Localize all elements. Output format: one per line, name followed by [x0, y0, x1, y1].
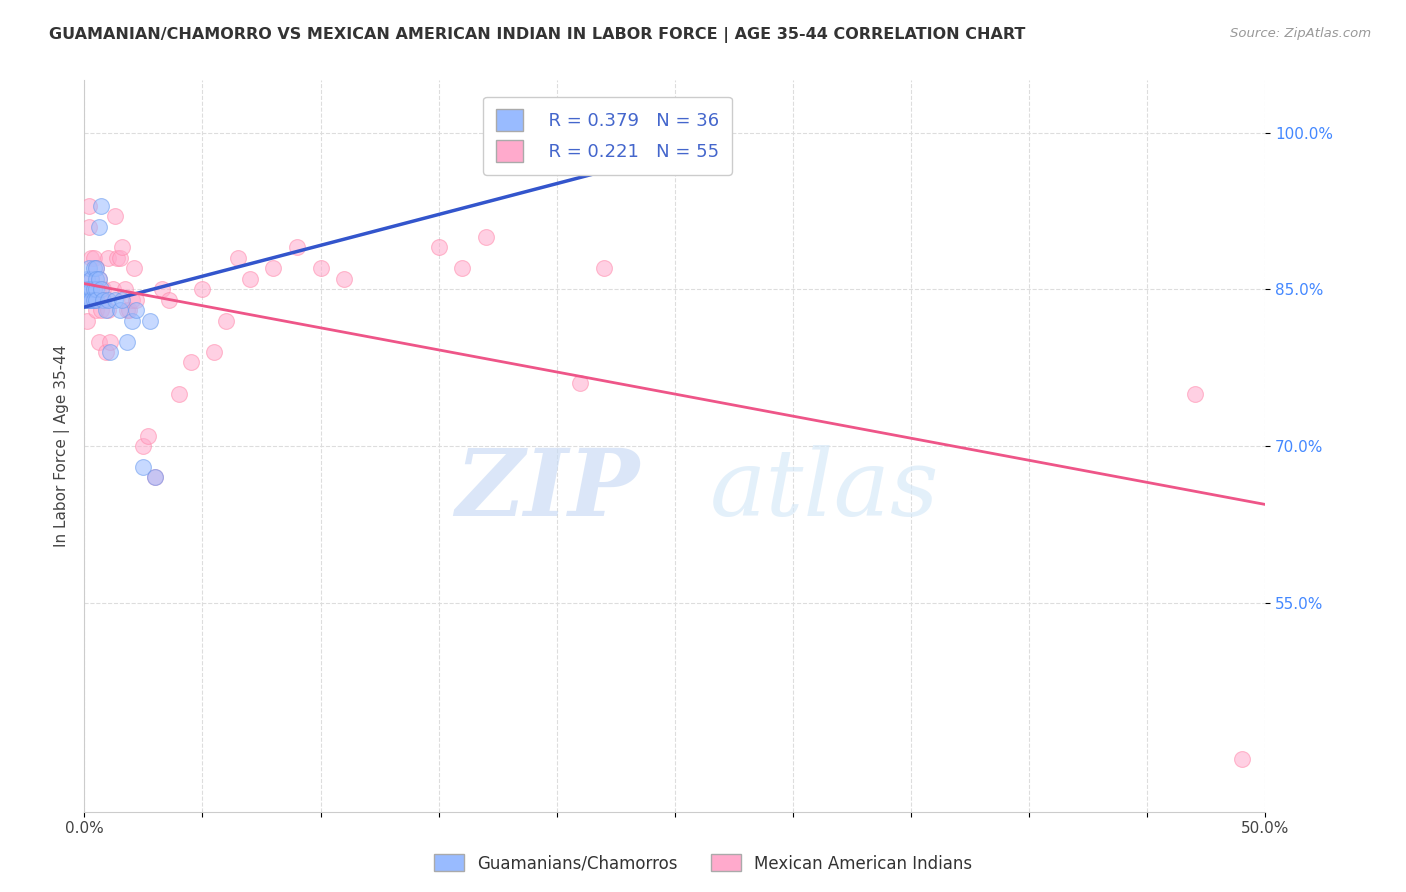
- Text: Source: ZipAtlas.com: Source: ZipAtlas.com: [1230, 27, 1371, 40]
- Point: [191, 282, 214, 296]
- Point: [76, 282, 98, 296]
- Point: [91, 293, 114, 307]
- Point: [97, 293, 120, 307]
- Point: [118, 303, 141, 318]
- Point: [84, 293, 107, 307]
- Point: [111, 240, 134, 254]
- Point: [239, 272, 262, 286]
- Point: [202, 345, 225, 359]
- Y-axis label: In Labor Force | Age 35-44: In Labor Force | Age 35-44: [55, 345, 70, 547]
- Point: [593, 261, 616, 276]
- Point: [76, 293, 98, 307]
- Point: [475, 230, 498, 244]
- Point: [84, 261, 107, 276]
- Point: [87, 219, 110, 234]
- Point: [76, 272, 98, 286]
- Point: [114, 282, 136, 296]
- Point: [111, 293, 134, 307]
- Point: [628, 136, 651, 150]
- Point: [569, 376, 592, 391]
- Point: [115, 334, 138, 349]
- Point: [125, 293, 148, 307]
- Point: [90, 293, 112, 307]
- Point: [91, 293, 114, 307]
- Point: [180, 355, 202, 369]
- Point: [83, 282, 105, 296]
- Point: [80, 282, 103, 296]
- Point: [451, 261, 474, 276]
- Point: [76, 293, 98, 307]
- Text: atlas: atlas: [710, 445, 939, 535]
- Point: [139, 313, 162, 327]
- Point: [427, 240, 450, 254]
- Point: [593, 157, 616, 171]
- Point: [83, 251, 105, 265]
- Point: [226, 251, 249, 265]
- Text: GUAMANIAN/CHAMORRO VS MEXICAN AMERICAN INDIAN IN LABOR FORCE | AGE 35-44 CORRELA: GUAMANIAN/CHAMORRO VS MEXICAN AMERICAN I…: [49, 27, 1025, 43]
- Point: [94, 345, 117, 359]
- Point: [136, 428, 159, 442]
- Point: [115, 303, 138, 318]
- Point: [83, 261, 105, 276]
- Point: [132, 459, 155, 474]
- Point: [104, 209, 127, 223]
- Point: [285, 240, 308, 254]
- Point: [150, 282, 173, 296]
- Point: [262, 261, 284, 276]
- Point: [90, 199, 112, 213]
- Point: [97, 303, 120, 318]
- Point: [91, 282, 114, 296]
- Point: [143, 470, 166, 484]
- Point: [84, 272, 107, 286]
- Point: [108, 303, 131, 318]
- Point: [84, 293, 107, 307]
- Legend: Guamanians/Chamorros, Mexican American Indians: Guamanians/Chamorros, Mexican American I…: [427, 847, 979, 880]
- Point: [1184, 386, 1206, 401]
- Point: [125, 303, 148, 318]
- Point: [90, 282, 112, 296]
- Point: [1230, 752, 1253, 766]
- Point: [215, 313, 238, 327]
- Point: [77, 282, 100, 296]
- Point: [132, 439, 155, 453]
- Point: [77, 199, 100, 213]
- Point: [167, 386, 190, 401]
- Point: [77, 261, 100, 276]
- Point: [83, 282, 105, 296]
- Point: [122, 261, 145, 276]
- Point: [104, 293, 127, 307]
- Point: [107, 251, 129, 265]
- Point: [121, 293, 143, 307]
- Point: [664, 126, 686, 140]
- Point: [108, 251, 131, 265]
- Point: [309, 261, 332, 276]
- Point: [143, 470, 166, 484]
- Point: [90, 303, 112, 318]
- Point: [80, 272, 103, 286]
- Legend:   R = 0.379   N = 36,   R = 0.221   N = 55: R = 0.379 N = 36, R = 0.221 N = 55: [484, 96, 733, 175]
- Point: [84, 282, 107, 296]
- Point: [80, 293, 103, 307]
- Point: [94, 303, 117, 318]
- Point: [121, 313, 143, 327]
- Point: [101, 282, 124, 296]
- Point: [98, 334, 121, 349]
- Point: [77, 219, 100, 234]
- Point: [80, 272, 103, 286]
- Point: [84, 261, 107, 276]
- Point: [98, 345, 121, 359]
- Point: [97, 251, 120, 265]
- Point: [157, 293, 180, 307]
- Point: [77, 293, 100, 307]
- Point: [83, 293, 105, 307]
- Point: [87, 272, 110, 286]
- Point: [87, 334, 110, 349]
- Point: [87, 272, 110, 286]
- Point: [333, 272, 356, 286]
- Point: [80, 251, 103, 265]
- Point: [76, 313, 98, 327]
- Point: [84, 303, 107, 318]
- Text: ZIP: ZIP: [456, 445, 640, 535]
